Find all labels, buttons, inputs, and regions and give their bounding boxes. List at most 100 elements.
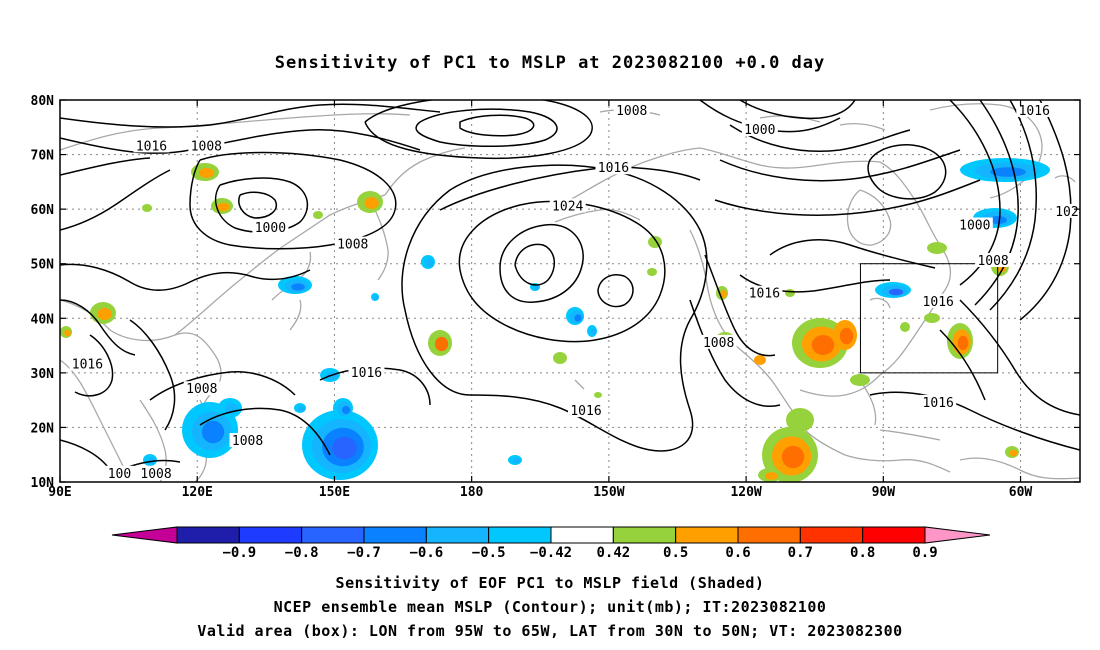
sensitivity-patch — [720, 290, 727, 298]
colorbar: −0.9 −0.8 −0.7 −0.6 −0.5 −0.42 0.42 0.5 0.6 0.7 0.… — [111, 526, 991, 561]
contour-label: 1016 — [351, 366, 382, 381]
contour-label-bg — [229, 433, 266, 448]
sensitivity-patch — [647, 268, 657, 276]
colorbar-label: −0.7 — [347, 545, 381, 561]
sensitivity-patch — [839, 327, 854, 345]
contour-label-bg — [920, 293, 957, 308]
contour-label: 1016 — [923, 295, 954, 310]
lat-tick-label: 30N — [31, 367, 55, 382]
sensitivity-patch — [811, 335, 835, 355]
contour-label: 1016 — [570, 404, 601, 419]
contour-label-bg — [69, 356, 106, 371]
contour-label-bg — [975, 252, 1012, 267]
lon-tick-label: 120E — [182, 485, 213, 500]
contour-label-bg — [1052, 203, 1080, 218]
contour-label-bg — [700, 334, 737, 349]
map-title: Sensitivity of PC1 to MSLP at 2023082100… — [275, 53, 826, 73]
lat-tick-label: 50N — [31, 258, 55, 273]
contour-label: 1016 — [136, 139, 167, 154]
sensitivity-patch — [374, 295, 379, 301]
colorbar-box — [675, 526, 739, 544]
sensitivity-patch — [574, 314, 582, 322]
colorbar-label: −0.8 — [285, 545, 319, 561]
colorbar-box — [488, 526, 552, 544]
sensitivity-patch — [957, 335, 969, 351]
contour-label-bg — [613, 102, 650, 117]
contour-label-bg — [741, 122, 778, 137]
sensitivity-patch — [850, 374, 870, 386]
lon-tick-label: 60W — [1009, 485, 1033, 500]
colorbar-box — [238, 526, 303, 544]
lon-tick-label: 90W — [872, 485, 896, 500]
contour-label-bg — [549, 198, 586, 213]
contour-label-bg — [348, 364, 385, 379]
sensitivity-patch — [900, 322, 910, 332]
contour-label: 1008 — [616, 104, 647, 119]
sensitivity-patch — [781, 445, 805, 469]
contour-label: 1008 — [191, 139, 222, 154]
sensitivity-patch — [590, 328, 597, 336]
colorbar-label: 0.7 — [788, 545, 813, 561]
contour-label: 1000 — [744, 123, 775, 138]
colorbar-box — [425, 526, 490, 544]
contour-label: 1008 — [232, 434, 263, 449]
contour-label-bg — [568, 403, 605, 418]
contour-label: 1000 — [255, 221, 286, 236]
lon-tick-label: 150W — [593, 485, 624, 500]
caption-line-1: Sensitivity of EOF PC1 to MSLP field (Sh… — [336, 574, 765, 592]
contour-label-bg — [133, 138, 170, 153]
colorbar-label: −0.42 — [530, 545, 572, 561]
colorbar-label: −0.9 — [222, 545, 256, 561]
contour-label-bg — [188, 138, 225, 153]
lon-tick-label: 120W — [730, 485, 761, 500]
contour-label: 1016 — [923, 396, 954, 411]
contour-label: 1008 — [337, 238, 368, 253]
caption-line-2: NCEP ensemble mean MSLP (Contour); unit(… — [274, 598, 827, 616]
sensitivity-patch — [927, 242, 947, 254]
sensitivity-patch — [533, 285, 540, 291]
valid-area-box — [859, 263, 999, 374]
sensitivity-patch — [924, 313, 940, 323]
sensitivity-patch — [754, 355, 766, 365]
colorbar-label: 0.6 — [725, 545, 750, 561]
sensitivity-patch — [990, 167, 1026, 177]
sensitivity-patch — [553, 352, 567, 364]
colorbar-box — [363, 526, 427, 544]
sensitivity-patch — [291, 283, 305, 291]
sensitivity-patch — [201, 420, 225, 444]
contour-label-bg — [595, 160, 632, 175]
sensitivity-patch — [64, 329, 71, 337]
contour-label-bg — [138, 465, 175, 480]
sensitivity-patch — [313, 211, 323, 219]
contour-label: 1008 — [186, 382, 217, 397]
contour-label: 1008 — [977, 254, 1008, 269]
sensitivity-patch — [888, 288, 904, 296]
sensitivity-patch — [342, 406, 350, 414]
colorbar-box — [799, 526, 864, 544]
sensitivity-patch — [434, 336, 449, 352]
sensitivity-patch — [1009, 449, 1018, 457]
contour-labels: 1008 1000 1016 1016 1008 1016 1024 1000 1008 1000… — [69, 102, 1086, 482]
contour-label: 1016 — [1019, 104, 1050, 119]
sensitivity-patch — [142, 204, 152, 212]
colorbar-label: 0.9 — [912, 545, 937, 561]
contour-label-bg — [334, 236, 371, 251]
contour-label-bg — [956, 217, 993, 232]
colorbar-box — [301, 526, 365, 544]
map-frame — [59, 99, 1081, 483]
contour-label-bg — [183, 381, 220, 396]
colorbar-left-arrow — [111, 526, 178, 544]
contour-label: 100 — [108, 467, 131, 482]
contour-label: 1008 — [140, 467, 171, 482]
colorbar-label: 0.5 — [663, 545, 688, 561]
sensitivity-patch — [989, 216, 1007, 224]
lat-tick-label: 40N — [31, 312, 55, 327]
contour-label-bg — [105, 465, 134, 480]
colorbar-box — [176, 526, 240, 544]
lat-tick-label: 80N — [31, 94, 55, 109]
contour-label-bg — [1016, 102, 1053, 117]
contour-label: 1016 — [598, 161, 629, 176]
contour-label: 1024 — [1055, 205, 1086, 220]
